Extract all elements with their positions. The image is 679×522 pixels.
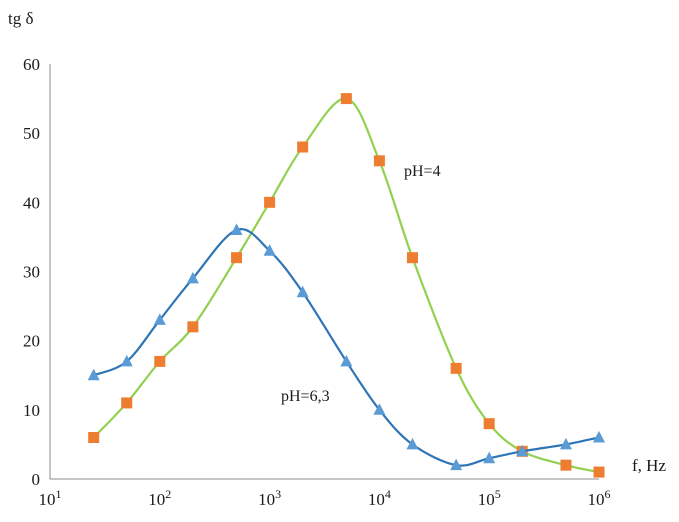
data-point-triangle bbox=[483, 451, 496, 464]
y-tick-label: 30 bbox=[23, 263, 40, 282]
data-point-square bbox=[154, 355, 166, 367]
data-point-triangle bbox=[406, 437, 419, 450]
data-point-triangle bbox=[87, 368, 100, 381]
data-point-triangle bbox=[516, 444, 529, 457]
y-tick-label: 60 bbox=[23, 55, 40, 74]
series-line bbox=[93, 228, 600, 467]
data-point-triangle bbox=[153, 313, 166, 325]
axes bbox=[49, 64, 599, 480]
data-point-triangle bbox=[593, 430, 605, 443]
series-line bbox=[92, 97, 600, 474]
data-point-triangle bbox=[340, 354, 353, 367]
data-point-square bbox=[297, 141, 309, 153]
data-point-square bbox=[187, 321, 199, 333]
series-2 bbox=[87, 223, 605, 471]
data-point-triangle bbox=[230, 223, 243, 235]
x-tick-label: 102 bbox=[148, 487, 171, 509]
y-tick-label: 0 bbox=[32, 470, 41, 489]
y-tick-label: 20 bbox=[23, 332, 40, 351]
data-point-square bbox=[450, 362, 462, 374]
data-point-triangle bbox=[296, 285, 309, 298]
data-point-triangle bbox=[559, 437, 572, 450]
y-tick-label: 40 bbox=[23, 193, 40, 212]
data-point-square bbox=[264, 196, 276, 208]
series-label: pH=6,3 bbox=[281, 388, 330, 405]
x-tick-label: 101 bbox=[39, 487, 62, 509]
x-tick-label: 105 bbox=[478, 487, 501, 509]
data-point-triangle bbox=[373, 403, 386, 415]
series-1 bbox=[88, 93, 605, 478]
data-point-square bbox=[373, 155, 385, 167]
data-point-square bbox=[560, 459, 572, 471]
series-label: pH=4 bbox=[404, 163, 441, 180]
x-tick-labels: 101 102 103 104 105 106 bbox=[39, 487, 611, 509]
x-axis-title: f, Hz bbox=[632, 456, 666, 475]
data-point-square bbox=[88, 432, 100, 443]
x-tick-label: 106 bbox=[588, 487, 611, 509]
x-tick-label: 103 bbox=[258, 487, 281, 509]
data-point-triangle bbox=[263, 244, 276, 256]
data-point-square bbox=[121, 397, 133, 409]
y-tick-label: 10 bbox=[23, 401, 40, 420]
data-point-square bbox=[340, 93, 352, 105]
data-point-triangle bbox=[186, 271, 199, 284]
series-layer: pH=4 pH=6,3 bbox=[87, 93, 605, 478]
data-point-square bbox=[593, 466, 605, 478]
data-point-square bbox=[231, 252, 243, 264]
data-point-triangle bbox=[450, 458, 463, 471]
data-point-square bbox=[483, 418, 495, 430]
data-point-square bbox=[406, 252, 418, 264]
data-point-triangle bbox=[120, 354, 133, 367]
y-tick-labels: 0 10 20 30 40 50 60 bbox=[23, 55, 40, 489]
y-tick-label: 50 bbox=[23, 124, 40, 143]
x-tick-label: 104 bbox=[368, 487, 391, 509]
y-axis-title: tg δ bbox=[8, 9, 33, 28]
